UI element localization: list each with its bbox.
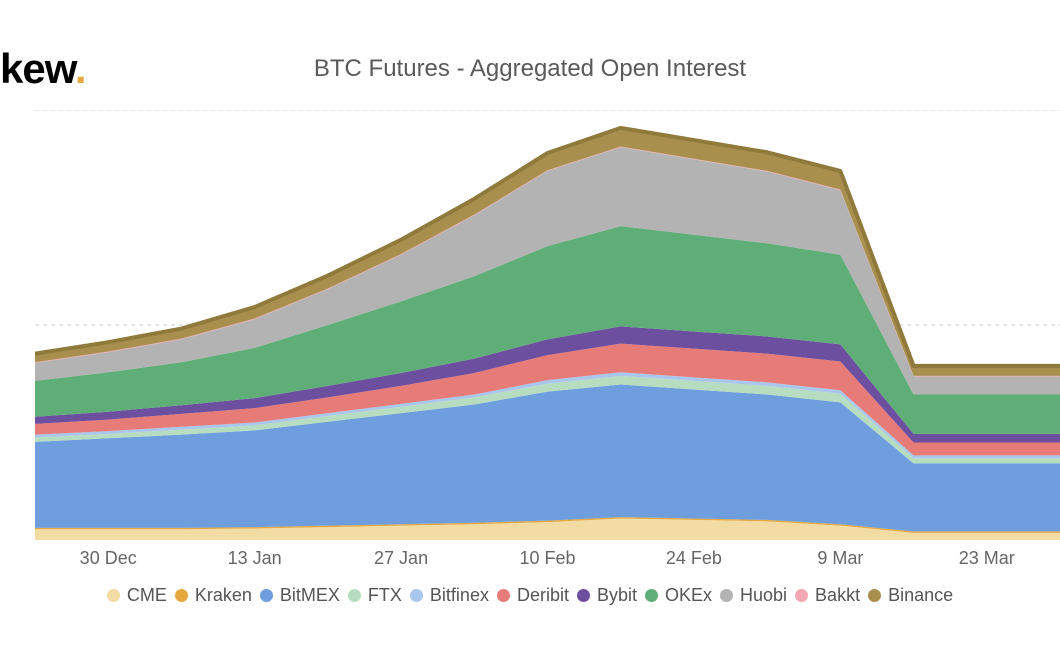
legend-swatch-icon [868, 589, 881, 602]
legend-swatch-icon [348, 589, 361, 602]
legend-item-bitfinex[interactable]: Bitfinex [410, 585, 489, 606]
legend-swatch-icon [410, 589, 423, 602]
legend-label: Binance [888, 585, 953, 606]
x-tick-label: 27 Jan [374, 548, 428, 569]
legend: CME Kraken BitMEX FTX Bitfinex Deribit Bybit OK… [0, 585, 1060, 606]
legend-swatch-icon [577, 589, 590, 602]
x-tick-label: 10 Feb [519, 548, 575, 569]
legend-label: BitMEX [280, 585, 340, 606]
legend-label: OKEx [665, 585, 712, 606]
legend-item-ftx[interactable]: FTX [348, 585, 402, 606]
legend-label: Bybit [597, 585, 637, 606]
legend-label: CME [127, 585, 167, 606]
x-axis-labels: 30 Dec 13 Jan 27 Jan 10 Feb 24 Feb 9 Mar 23 Ma… [35, 548, 1060, 578]
legend-swatch-icon [645, 589, 658, 602]
plot-svg [35, 110, 1060, 540]
x-tick-label: 23 Mar [959, 548, 1015, 569]
legend-swatch-icon [260, 589, 273, 602]
legend-item-bybit[interactable]: Bybit [577, 585, 637, 606]
legend-item-bitmex[interactable]: BitMEX [260, 585, 340, 606]
legend-item-okex[interactable]: OKEx [645, 585, 712, 606]
legend-label: Kraken [195, 585, 252, 606]
x-tick-label: 13 Jan [228, 548, 282, 569]
legend-swatch-icon [795, 589, 808, 602]
legend-item-deribit[interactable]: Deribit [497, 585, 569, 606]
chart-frame: kew. BTC Futures - Aggregated Open Inter… [0, 0, 1060, 650]
x-tick-label: 30 Dec [80, 548, 137, 569]
legend-item-bakkt[interactable]: Bakkt [795, 585, 860, 606]
chart-title: BTC Futures - Aggregated Open Interest [0, 55, 1060, 83]
legend-label: Bakkt [815, 585, 860, 606]
legend-swatch-icon [720, 589, 733, 602]
legend-item-binance[interactable]: Binance [868, 585, 953, 606]
legend-label: FTX [368, 585, 402, 606]
x-tick-label: 24 Feb [666, 548, 722, 569]
legend-item-kraken[interactable]: Kraken [175, 585, 252, 606]
stacked-area-plot [35, 110, 1060, 540]
legend-swatch-icon [175, 589, 188, 602]
legend-item-huobi[interactable]: Huobi [720, 585, 787, 606]
legend-label: Deribit [517, 585, 569, 606]
legend-label: Huobi [740, 585, 787, 606]
legend-label: Bitfinex [430, 585, 489, 606]
legend-swatch-icon [497, 589, 510, 602]
legend-item-cme[interactable]: CME [107, 585, 167, 606]
x-tick-label: 9 Mar [817, 548, 863, 569]
legend-swatch-icon [107, 589, 120, 602]
